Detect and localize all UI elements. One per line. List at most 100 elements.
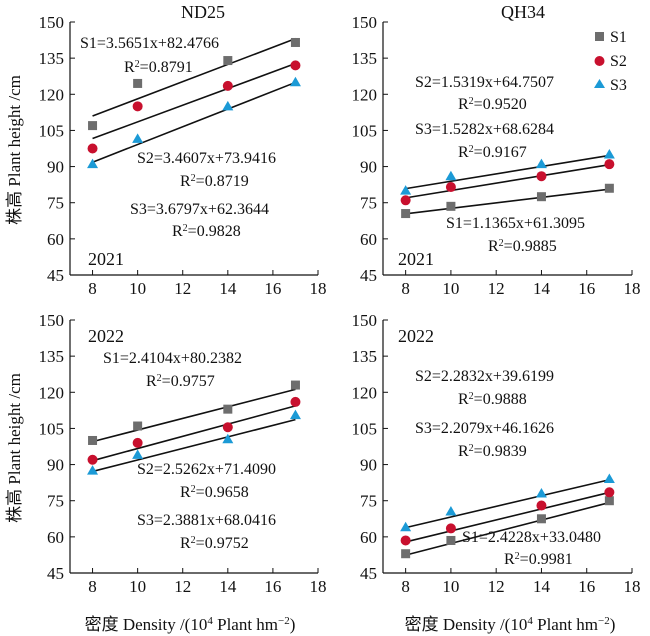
- equations-panel-d: S2=2.2832x+39.6199 R2=0.9888 S3=2.2079x+…: [415, 368, 601, 568]
- point-s3: [87, 158, 99, 169]
- point-s1: [604, 496, 614, 506]
- point-s3: [87, 465, 99, 475]
- y-tick-label: 45: [360, 564, 377, 583]
- point-s1: [223, 56, 233, 66]
- y-tick-label: 60: [360, 528, 377, 547]
- y-tick-label: 45: [47, 564, 64, 583]
- point-s3: [603, 473, 615, 484]
- r2-s2: R2=0.8719: [180, 173, 249, 191]
- year-label-c: 2022: [88, 326, 124, 346]
- plot-qh34-2021: 45 60 75 90 105 120 135 150 8 10 12 14 16 18: [352, 13, 641, 298]
- y-tick-label: 135: [39, 49, 65, 68]
- point-s2: [87, 143, 98, 154]
- point-s2: [222, 80, 233, 91]
- x-tick-label: 14: [533, 279, 551, 298]
- y-tick-label: 120: [352, 383, 378, 402]
- point-s3: [603, 149, 615, 159]
- r2-s3: R2=0.9839: [458, 443, 527, 461]
- x-tick-label: 18: [310, 279, 327, 298]
- y-tick-label: 75: [360, 492, 377, 511]
- point-s2: [604, 159, 615, 170]
- point-s1: [604, 183, 614, 193]
- x-tick-label: 10: [442, 279, 459, 298]
- y-tick-label: 105: [39, 121, 65, 140]
- legend-label-s1: S1: [610, 29, 627, 46]
- trend-line-s2: [92, 405, 296, 462]
- trend-line-s1: [92, 388, 296, 443]
- point-s3: [222, 433, 234, 444]
- point-s1: [133, 421, 143, 431]
- point-s3: [222, 100, 234, 111]
- point-s2: [290, 396, 301, 407]
- legend-marker-s1: [595, 32, 604, 41]
- point-s2: [445, 182, 456, 193]
- x-tick-label: 14: [219, 577, 237, 596]
- trend-line-s3: [92, 418, 296, 473]
- y-tick-label: 45: [360, 266, 377, 285]
- x-tick-label: 12: [488, 577, 505, 596]
- y-tick-label: 135: [39, 347, 65, 366]
- legend: S1 S2 S3: [594, 29, 627, 94]
- point-s1: [401, 549, 411, 559]
- point-s2: [87, 454, 98, 465]
- x-tick-label: 10: [129, 279, 146, 298]
- trend-line-s2: [405, 491, 610, 543]
- point-s2: [290, 60, 301, 71]
- x-tick-label: 16: [264, 279, 281, 298]
- y-tick-label: 150: [39, 311, 65, 330]
- equation-s3: S3=1.5282x+68.6284: [415, 121, 554, 138]
- x-tick-label: 8: [401, 279, 410, 298]
- y-tick-label: 150: [352, 311, 378, 330]
- r2-s3: R2=0.9828: [172, 223, 241, 241]
- point-s2: [604, 487, 615, 498]
- equation-s1: S1=2.4104x+80.2382: [103, 350, 242, 367]
- point-s1: [88, 121, 98, 131]
- y-tick-label: 60: [47, 230, 64, 249]
- equations-panel-a: S1=3.5651x+82.4766 R2=0.8791 S2=3.4607x+…: [80, 35, 276, 240]
- point-s1: [290, 380, 300, 390]
- trend-line-s3: [92, 81, 296, 163]
- x-tick-label: 14: [533, 577, 551, 596]
- y-tick-label: 90: [47, 456, 64, 475]
- point-s2: [222, 422, 233, 433]
- y-tick-label: 75: [47, 194, 64, 213]
- y-tick-label: 90: [360, 158, 377, 177]
- equation-s1: S1=1.1365x+61.3095: [446, 215, 585, 232]
- plot-nd25-2021: 45 60 75 90 105 120 135 150 8 10 12 14 16 18: [39, 13, 327, 298]
- x-tick-label: 12: [174, 279, 191, 298]
- r2-s1: R2=0.8791: [124, 59, 193, 77]
- point-s3: [445, 506, 457, 516]
- x-tick-label: 12: [174, 577, 191, 596]
- equation-s3: S3=2.2079x+46.1626: [415, 420, 554, 437]
- r2-s3: R2=0.9167: [458, 144, 527, 162]
- point-s2: [400, 195, 411, 206]
- point-s3: [132, 133, 144, 143]
- equation-s1: S1=3.5651x+82.4766: [80, 35, 219, 52]
- x-tick-label: 16: [578, 279, 595, 298]
- equation-s2: S2=3.4607x+73.9416: [137, 150, 276, 167]
- x-tick-label: 8: [88, 279, 97, 298]
- y-tick-label: 45: [47, 266, 64, 285]
- r2-s1: R2=0.9981: [504, 551, 573, 569]
- equation-s1: S1=2.4228x+33.0480: [462, 529, 601, 546]
- trend-line-s3: [405, 478, 610, 529]
- y-tick-label: 105: [352, 121, 378, 140]
- equations-panel-b: S2=1.5319x+64.7507 R2=0.9520 S3=1.5282x+…: [415, 74, 585, 255]
- trend-line-s2: [405, 163, 610, 199]
- trend-line-s3: [405, 154, 610, 190]
- trend-line-s1: [92, 37, 296, 117]
- x-axis-label-left: 密度 Density /(104 Plant hm−2): [85, 615, 296, 634]
- y-axis-label-top: 株高 Plant height /cm: [5, 75, 24, 225]
- point-s3: [400, 521, 412, 532]
- x-tick-label: 18: [624, 577, 641, 596]
- y-tick-label: 60: [47, 528, 64, 547]
- point-s1: [290, 37, 300, 47]
- plot-nd25-2022: 45 60 75 90 105 120 135 150 8 10 12 14 16 18: [39, 311, 327, 596]
- point-s1: [536, 192, 546, 202]
- point-s2: [132, 437, 143, 448]
- point-s3: [445, 170, 457, 181]
- equation-s2: S2=2.5262x+71.4090: [137, 461, 276, 478]
- x-tick-label: 18: [310, 577, 327, 596]
- panel-title-nd25: ND25: [181, 2, 225, 22]
- x-tick-label: 10: [129, 577, 146, 596]
